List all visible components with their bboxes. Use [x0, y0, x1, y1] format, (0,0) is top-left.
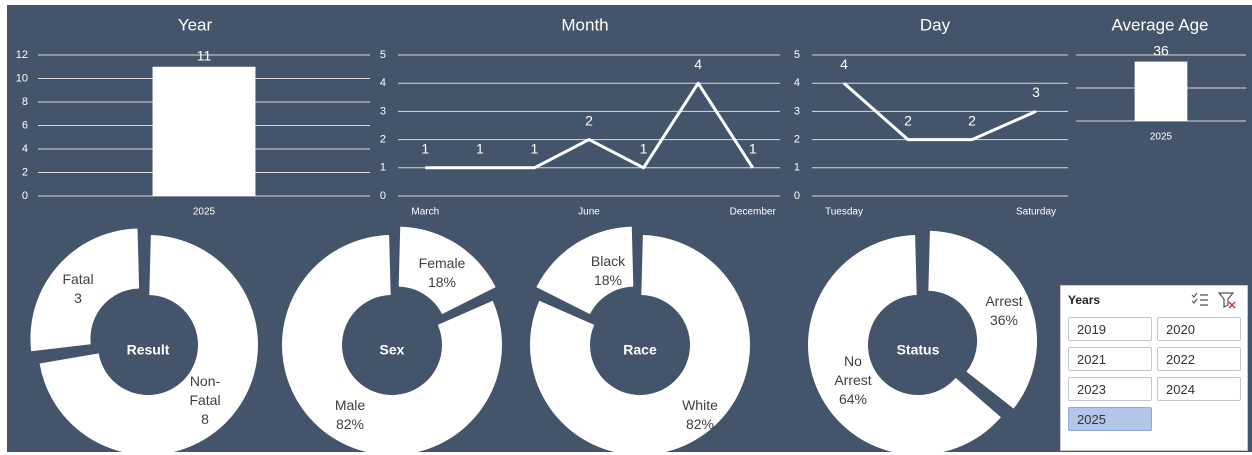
slice-value: 64% [838, 391, 868, 407]
x-tick-label: Tuesday [825, 207, 863, 218]
slice-label: Arrest 36% [977, 292, 1031, 330]
data-label: 4 [840, 56, 848, 72]
slice-value: 18% [427, 274, 457, 290]
y-tick-label: 3 [794, 105, 800, 117]
data-label: 1 [531, 141, 539, 157]
donut-slice [536, 226, 634, 315]
data-label: 3 [1032, 84, 1040, 100]
donut-slice [398, 226, 496, 315]
donut-slice [39, 235, 258, 455]
data-label: 1 [476, 141, 484, 157]
y-tick-label: 1 [380, 162, 386, 174]
donut-slice [530, 235, 750, 455]
donut-center-label: Status [897, 342, 940, 358]
y-tick-label: 5 [380, 49, 386, 61]
data-label: 2 [904, 112, 912, 128]
donut-slice [282, 235, 503, 455]
slice-label: Black 18% [578, 252, 638, 290]
x-tick-label: June [578, 207, 600, 218]
y-tick-label: 5 [794, 49, 800, 61]
donut-center-label: Sex [380, 342, 405, 358]
data-label: 2 [585, 112, 593, 128]
data-label: 2 [968, 112, 976, 128]
data-label: 36 [1153, 42, 1169, 58]
slice-label: Female 18% [412, 254, 472, 292]
y-tick-label: 10 [16, 72, 28, 84]
slice-value: 82% [685, 416, 715, 432]
y-tick-label: 1 [794, 162, 800, 174]
donut-center-label: Race [623, 342, 657, 358]
slicer-item[interactable]: 2022 [1157, 347, 1241, 371]
slice-label: Male 82% [322, 396, 378, 434]
donut-center-label: Result [127, 342, 170, 358]
slicer-item[interactable]: 2023 [1068, 377, 1152, 401]
y-tick-label: 0 [380, 190, 386, 202]
y-tick-label: 4 [794, 77, 800, 89]
line [425, 81, 754, 170]
y-tick-label: 2 [380, 134, 386, 146]
slice-value: 82% [335, 416, 365, 432]
slice-name: Fatal [62, 271, 94, 287]
y-tick-label: 4 [380, 77, 386, 89]
data-label: 1 [749, 141, 757, 157]
x-tick-label: 2025 [1150, 132, 1173, 143]
x-tick-label: December [730, 207, 777, 218]
slice-label: No Arrest 64% [828, 352, 878, 409]
bar [152, 66, 256, 196]
slice-name: White [682, 397, 718, 413]
donut-slice [808, 235, 1001, 455]
slicer-item[interactable]: 2019 [1068, 317, 1152, 341]
x-tick-label: 2025 [193, 207, 216, 218]
data-label: 1 [421, 141, 429, 157]
slicer-title: Years [1068, 293, 1101, 307]
donut-slice [928, 230, 1038, 409]
data-label: 4 [694, 56, 702, 72]
slicer-item[interactable]: 2020 [1157, 317, 1241, 341]
line [843, 82, 1037, 142]
slice-value: 18% [593, 272, 623, 288]
slicer-item[interactable]: 2021 [1068, 347, 1152, 371]
slice-name: Black [590, 253, 626, 269]
data-label: 11 [197, 47, 212, 63]
donut-slice [30, 228, 140, 352]
slicer: Years 2019 2020 2021 2022 2023 2024 2025 [1060, 285, 1248, 451]
slice-label: Non-Fatal 8 [182, 372, 228, 429]
x-tick-label: March [411, 207, 439, 218]
y-tick-label: 2 [22, 166, 28, 178]
slicer-item[interactable]: 2025 [1068, 407, 1152, 431]
y-tick-label: 12 [16, 49, 28, 61]
slice-name: No Arrest [834, 353, 872, 388]
slicer-icons [1191, 292, 1236, 309]
bar [1134, 61, 1188, 121]
y-tick-label: 3 [380, 105, 386, 117]
y-tick-label: 6 [22, 119, 28, 131]
chart-title: Average Age [1111, 15, 1208, 34]
y-tick-label: 8 [22, 96, 28, 108]
data-label: 1 [640, 141, 648, 157]
slice-value: 3 [74, 290, 82, 306]
slice-value: 8 [201, 411, 209, 427]
slice-name: Non-Fatal [189, 373, 221, 408]
slice-name: Male [334, 397, 366, 413]
slice-name: Arrest [985, 293, 1023, 309]
slice-label: Fatal 3 [50, 270, 106, 308]
y-tick-label: 4 [22, 143, 28, 155]
chart-title: Day [920, 15, 951, 34]
y-tick-label: 0 [22, 190, 28, 202]
chart-title: Year [178, 15, 213, 34]
chart-title: Month [561, 15, 608, 34]
slice-value: 36% [989, 312, 1019, 328]
y-tick-label: 2 [794, 134, 800, 146]
slice-label: White 82% [672, 396, 728, 434]
slice-name: Female [418, 255, 466, 271]
y-tick-label: 0 [794, 190, 800, 202]
x-tick-label: Saturday [1016, 207, 1056, 218]
slicer-item[interactable]: 2024 [1157, 377, 1241, 401]
